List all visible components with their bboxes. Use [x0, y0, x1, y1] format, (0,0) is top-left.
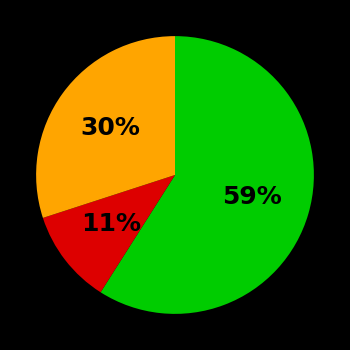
Text: 30%: 30% — [80, 116, 140, 140]
Wedge shape — [100, 36, 314, 314]
Wedge shape — [43, 175, 175, 292]
Text: 11%: 11% — [81, 212, 141, 236]
Wedge shape — [36, 36, 175, 218]
Text: 59%: 59% — [223, 186, 282, 209]
